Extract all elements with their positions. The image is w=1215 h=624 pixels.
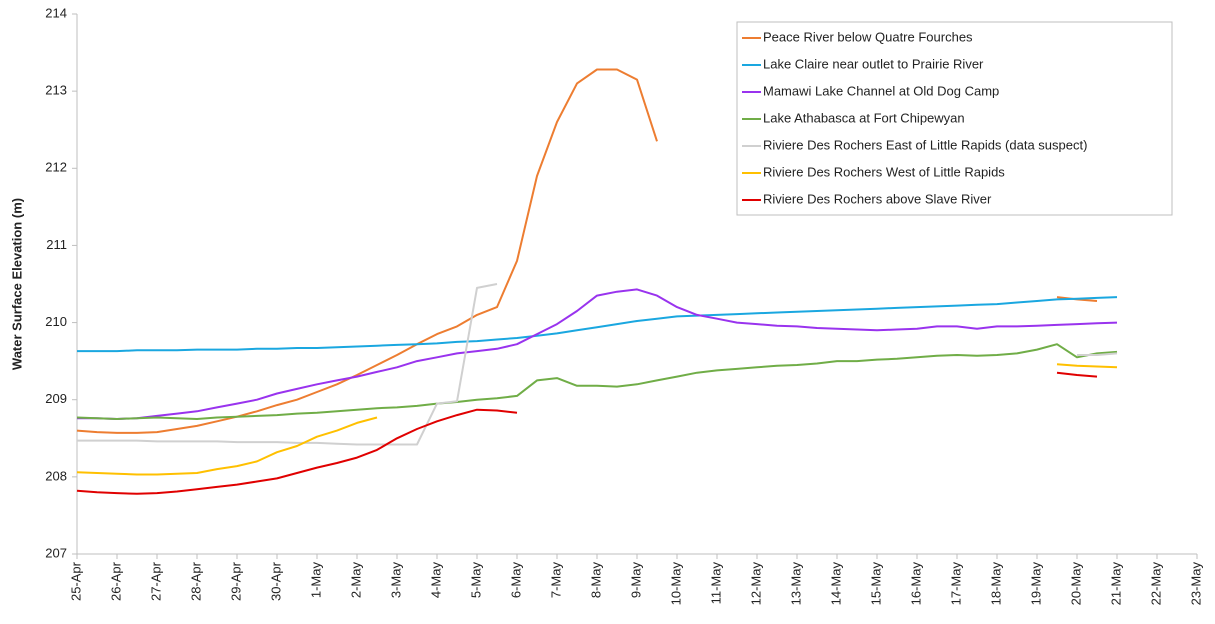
x-tick-label: 16-May: [908, 562, 923, 606]
x-tick-label: 29-Apr: [228, 561, 243, 601]
x-tick-label: 7-May: [548, 562, 563, 599]
x-tick-label: 19-May: [1028, 562, 1043, 606]
x-tick-label: 21-May: [1108, 562, 1123, 606]
series-line: [1056, 371, 1098, 378]
series-line: [76, 416, 378, 476]
x-tick-label: 5-May: [468, 562, 483, 599]
x-tick-label: 17-May: [948, 562, 963, 606]
x-tick-label: 15-May: [868, 562, 883, 606]
legend-label: Riviere Des Rochers above Slave River: [763, 191, 992, 206]
x-tick-label: 10-May: [668, 562, 683, 606]
x-tick-label: 25-Apr: [68, 561, 83, 601]
y-tick-label: 214: [45, 5, 67, 20]
x-tick-label: 1-May: [308, 562, 323, 599]
legend-box: [736, 21, 1173, 216]
x-tick-label: 6-May: [508, 562, 523, 599]
series-line: [76, 343, 1118, 420]
x-tick-label: 22-May: [1148, 562, 1163, 606]
x-tick-label: 20-May: [1068, 562, 1083, 606]
series-line: [77, 296, 1118, 353]
legend-label: Mamawi Lake Channel at Old Dog Camp: [763, 83, 999, 98]
legend-label: Riviere Des Rochers East of Little Rapid…: [763, 137, 1087, 152]
y-tick-label: 210: [45, 314, 67, 329]
x-tick-label: 23-May: [1188, 562, 1203, 606]
series-line: [76, 408, 518, 495]
x-tick-label: 12-May: [748, 562, 763, 606]
legend-label: Riviere Des Rochers West of Little Rapid…: [763, 164, 1005, 179]
series-line: [76, 68, 658, 434]
y-tick-label: 209: [45, 391, 67, 406]
y-tick-label: 211: [46, 237, 67, 252]
y-tick-label: 212: [45, 160, 67, 175]
y-tick-label: 213: [45, 83, 67, 98]
x-tick-label: 11-May: [708, 562, 723, 605]
legend-label: Lake Athabasca at Fort Chipewyan: [763, 110, 965, 125]
x-tick-label: 30-Apr: [268, 561, 283, 601]
x-tick-label: 9-May: [628, 562, 643, 599]
y-tick-label: 208: [45, 468, 67, 483]
legend-label: Peace River below Quatre Fourches: [763, 29, 973, 44]
x-tick-label: 3-May: [388, 562, 403, 599]
x-tick-label: 2-May: [348, 562, 363, 599]
x-tick-label: 14-May: [828, 562, 843, 606]
x-tick-label: 28-Apr: [188, 561, 203, 601]
x-tick-label: 27-Apr: [148, 561, 163, 601]
x-tick-label: 18-May: [988, 562, 1003, 606]
y-axis-label: Water Surface Elevation (m): [9, 198, 24, 370]
legend-label: Lake Claire near outlet to Prairie River: [763, 56, 984, 71]
x-tick-label: 13-May: [788, 562, 803, 606]
x-tick-label: 26-Apr: [108, 561, 123, 601]
series-line: [1056, 363, 1118, 369]
y-tick-label: 207: [45, 545, 67, 560]
series-line: [1077, 352, 1118, 356]
series-line: [77, 288, 1118, 420]
x-tick-label: 4-May: [428, 562, 443, 599]
x-tick-label: 8-May: [588, 562, 603, 599]
series-line: [77, 283, 498, 446]
